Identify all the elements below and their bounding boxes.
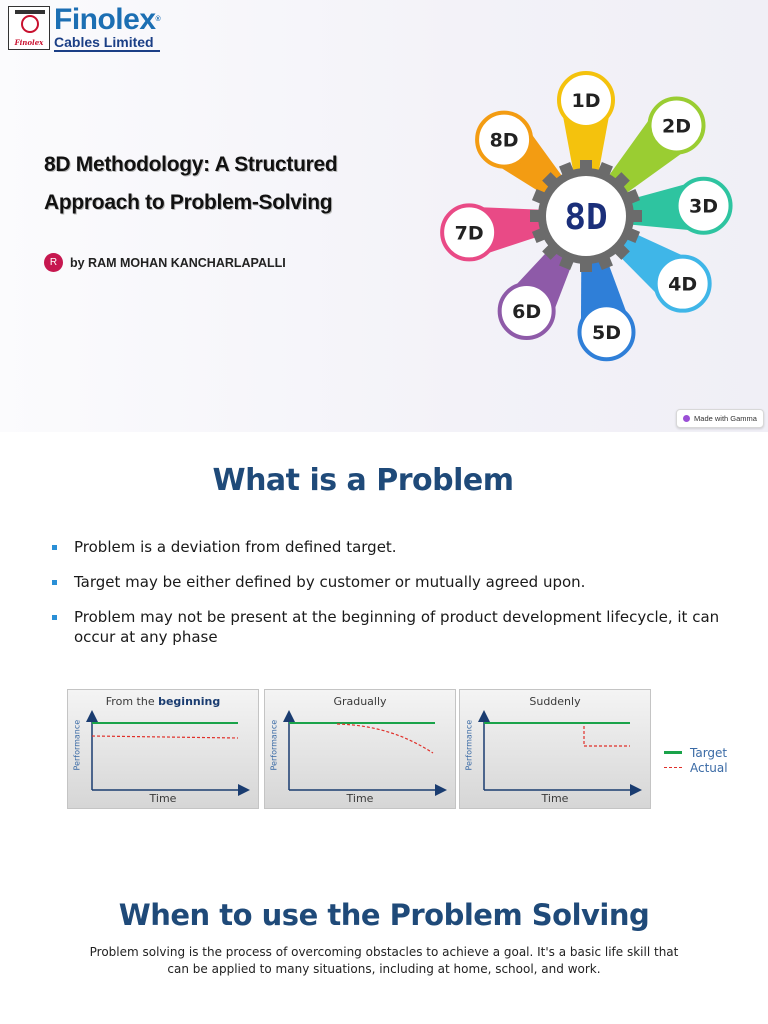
- legend-swatch: [664, 767, 682, 768]
- discipline-bubble-8d: [475, 110, 534, 169]
- section-paragraph: Problem solving is the process of overco…: [89, 945, 679, 976]
- bullet-square-icon: [52, 615, 57, 620]
- discipline-bubble-5d: [577, 303, 636, 362]
- discipline-label-3d: 3D: [689, 196, 718, 218]
- graph-from-beginning: From the beginning Performance Time: [67, 689, 259, 809]
- legend-item-actual: Actual: [664, 760, 728, 775]
- graph-legend: Target Actual: [664, 745, 728, 775]
- made-with-gamma-badge[interactable]: Made with Gamma: [676, 409, 764, 428]
- bullet-square-icon: [52, 545, 57, 550]
- wheel-center-label: 8D: [564, 197, 607, 238]
- discipline-bubble-4d: [653, 254, 712, 313]
- discipline-label-4d: 4D: [668, 274, 697, 296]
- x-axis-label: Time: [149, 792, 177, 805]
- discipline-label-5d: 5D: [592, 322, 621, 344]
- discipline-label-2d: 2D: [662, 115, 691, 137]
- actual-line: [91, 735, 239, 739]
- actual-line: [583, 726, 630, 747]
- gear-tooth: [624, 227, 641, 243]
- gear-tooth: [597, 161, 613, 178]
- gear-tooth: [624, 189, 641, 205]
- finolex-logo-icon: Finolex: [8, 6, 50, 50]
- discipline-bubble-6d: [497, 281, 556, 340]
- logo-name: Finolex®: [54, 3, 161, 36]
- title-slide: Finolex Finolex® Cables Limited 8D Metho…: [0, 0, 768, 432]
- performance-plot: [86, 710, 250, 796]
- actual-line: [336, 723, 434, 754]
- discipline-bubble-1d: [557, 71, 615, 129]
- finolex-logo: Finolex Finolex® Cables Limited: [8, 3, 161, 52]
- legend-swatch: [664, 751, 682, 754]
- bullet-square-icon: [52, 580, 57, 585]
- legend-item-target: Target: [664, 745, 728, 760]
- discipline-bubble-7d: [440, 203, 499, 262]
- logo-subtitle: Cables Limited: [54, 34, 161, 52]
- gear-tooth: [580, 260, 592, 272]
- y-axis-label: Performance: [72, 719, 82, 771]
- what-is-a-problem-slide: What is a Problem Problem is a deviation…: [0, 433, 768, 865]
- gear-tooth: [530, 210, 542, 222]
- x-axis-label: Time: [346, 792, 374, 805]
- y-axis-label: Performance: [464, 719, 474, 771]
- gear-tooth: [630, 210, 642, 222]
- graph-suddenly: Suddenly Performance Time: [459, 689, 651, 809]
- bullet-item: Problem may not be present at the beginn…: [52, 607, 732, 647]
- gear-tooth: [580, 160, 592, 172]
- graph-title: From the beginning: [105, 695, 221, 708]
- discipline-label-8d: 8D: [490, 130, 519, 152]
- bullet-item: Problem is a deviation from defined targ…: [52, 537, 732, 557]
- y-axis-label: Performance: [269, 719, 279, 771]
- author-name: by RAM MOHAN KANCHARLAPALLI: [70, 255, 286, 270]
- graph-title: Gradually: [333, 695, 387, 708]
- graph-title: Suddenly: [529, 695, 581, 708]
- section-heading: When to use the Problem Solving: [118, 898, 650, 932]
- discipline-label-7d: 7D: [455, 222, 484, 244]
- 8d-wheel-diagram: 8D 1D 2D 3D 4D 5D 6D 7D 8D: [440, 71, 733, 362]
- gamma-logo-icon: [683, 415, 691, 422]
- discipline-label-6d: 6D: [512, 301, 541, 323]
- when-to-use-slide: When to use the Problem Solving Problem …: [0, 866, 768, 1024]
- bullet-list: Problem is a deviation from defined targ…: [52, 537, 732, 662]
- gear-tooth: [597, 254, 613, 271]
- gear-tooth: [559, 254, 575, 271]
- performance-plot: [478, 710, 642, 796]
- x-axis-label: Time: [541, 792, 569, 805]
- bullet-item: Target may be either defined by customer…: [52, 572, 732, 592]
- graph-gradually: Gradually Performance Time: [264, 689, 456, 809]
- wheel-center: [546, 176, 626, 256]
- gear-tooth: [531, 227, 548, 243]
- avatar: R: [44, 253, 63, 272]
- discipline-bubble-2d: [647, 96, 706, 155]
- slide-title: 8D Methodology: A Structured Approach to…: [44, 153, 338, 214]
- gear-tooth: [531, 189, 548, 205]
- section-heading: What is a Problem: [212, 463, 514, 498]
- discipline-label-1d: 1D: [572, 90, 601, 112]
- performance-plot: [283, 710, 447, 796]
- gear-tooth: [559, 161, 575, 178]
- author-line: R by RAM MOHAN KANCHARLAPALLI: [44, 253, 286, 272]
- discipline-bubble-3d: [674, 176, 733, 235]
